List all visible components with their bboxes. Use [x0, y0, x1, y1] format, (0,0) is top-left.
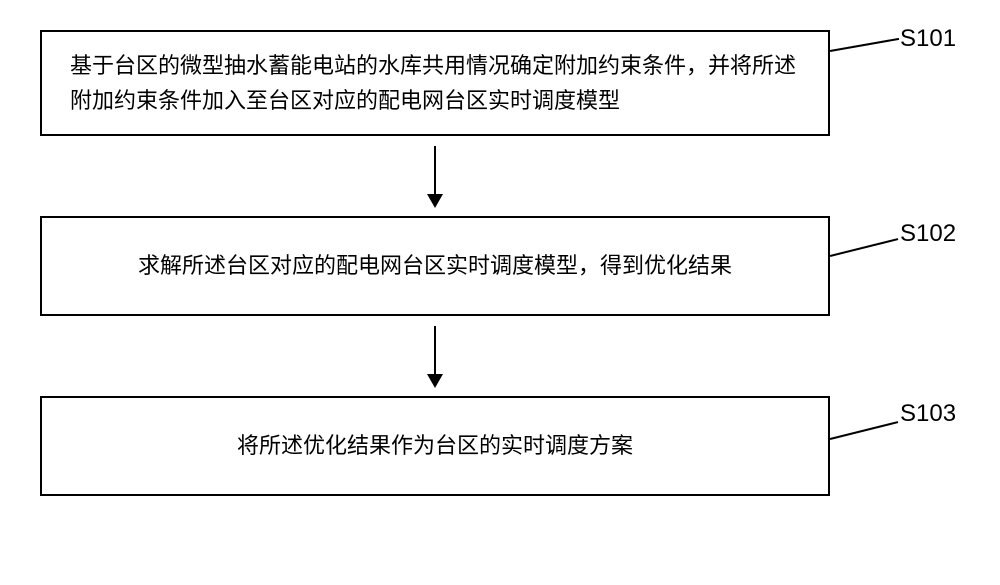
arrow-head-icon [427, 194, 443, 208]
node-text: 求解所述台区对应的配电网台区实时调度模型，得到优化结果 [138, 248, 732, 283]
flowchart-node-s102: 求解所述台区对应的配电网台区实时调度模型，得到优化结果 [40, 216, 830, 316]
arrow-line [434, 146, 436, 206]
arrow-head-icon [427, 374, 443, 388]
arrow-s102-s103 [40, 316, 830, 396]
step-label-s103: S103 [900, 400, 956, 428]
node-text: 将所述优化结果作为台区的实时调度方案 [237, 428, 633, 463]
step-label-s102: S102 [900, 220, 956, 248]
arrow-line [434, 326, 436, 386]
step-label-s101: S101 [900, 25, 956, 53]
flowchart-node-s103: 将所述优化结果作为台区的实时调度方案 [40, 396, 830, 496]
flowchart-container: 基于台区的微型抽水蓄能电站的水库共用情况确定附加约束条件，并将所述附加约束条件加… [40, 30, 960, 496]
flowchart-node-s101: 基于台区的微型抽水蓄能电站的水库共用情况确定附加约束条件，并将所述附加约束条件加… [40, 30, 830, 136]
node-text: 基于台区的微型抽水蓄能电站的水库共用情况确定附加约束条件，并将所述附加约束条件加… [70, 48, 800, 118]
arrow-s101-s102 [40, 136, 830, 216]
